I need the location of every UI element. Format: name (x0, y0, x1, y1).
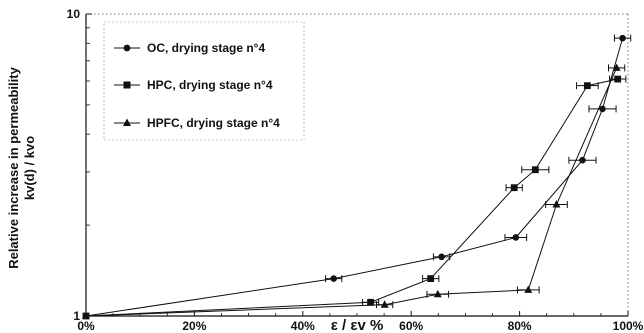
data-point (614, 75, 622, 83)
series-3 (82, 63, 626, 319)
x-tick-label: 0% (77, 319, 95, 333)
series-2 (82, 75, 627, 320)
y-tick-label: 1 (73, 309, 80, 323)
x-tick-label: 60% (399, 319, 423, 333)
data-point (612, 63, 621, 71)
data-point (524, 285, 533, 293)
x-tick-label: 80% (508, 319, 532, 333)
legend-label-hpfc: HPFC, drying stage n°4 (147, 116, 280, 130)
legend-marker-hpfc (123, 118, 131, 126)
data-point (531, 166, 539, 174)
legend: OC, drying stage n°4 HPC, drying stage n… (103, 21, 305, 141)
data-point (427, 275, 435, 282)
data-point (552, 200, 561, 208)
y-axis-title-line2: kv(d) / kvo (22, 136, 37, 200)
series-line (85, 67, 618, 317)
data-point (433, 289, 442, 298)
data-point (583, 82, 591, 90)
data-point (579, 156, 586, 164)
data-point (82, 311, 90, 319)
legend-box (103, 21, 305, 141)
data-point (330, 275, 337, 282)
data-point (367, 298, 374, 306)
x-tick-label: 20% (182, 319, 206, 333)
x-tick-label: 40% (291, 319, 315, 333)
data-point (512, 234, 520, 241)
x-tick-label: 100% (613, 319, 644, 333)
y-tick-label: 10 (67, 7, 81, 21)
x-axis-ticks: 0% 20% 40% 60% 80% 100% (77, 311, 644, 333)
data-point (619, 34, 626, 42)
legend-marker-oc (123, 44, 131, 52)
y-axis-ticks: 1 10 (67, 7, 92, 323)
legend-label-oc: OC, drying stage n°4 (147, 41, 265, 55)
y-axis-title-line1: Relative increase in permeability (6, 66, 21, 268)
series-layer (82, 34, 632, 320)
data-point (438, 253, 445, 261)
data-point (510, 184, 518, 192)
legend-marker-hpc (123, 81, 131, 89)
data-point (599, 105, 606, 113)
data-point (380, 300, 389, 308)
x-axis-title: ε / εv % (331, 317, 384, 333)
legend-label-hpc: HPC, drying stage n°4 (147, 78, 273, 92)
